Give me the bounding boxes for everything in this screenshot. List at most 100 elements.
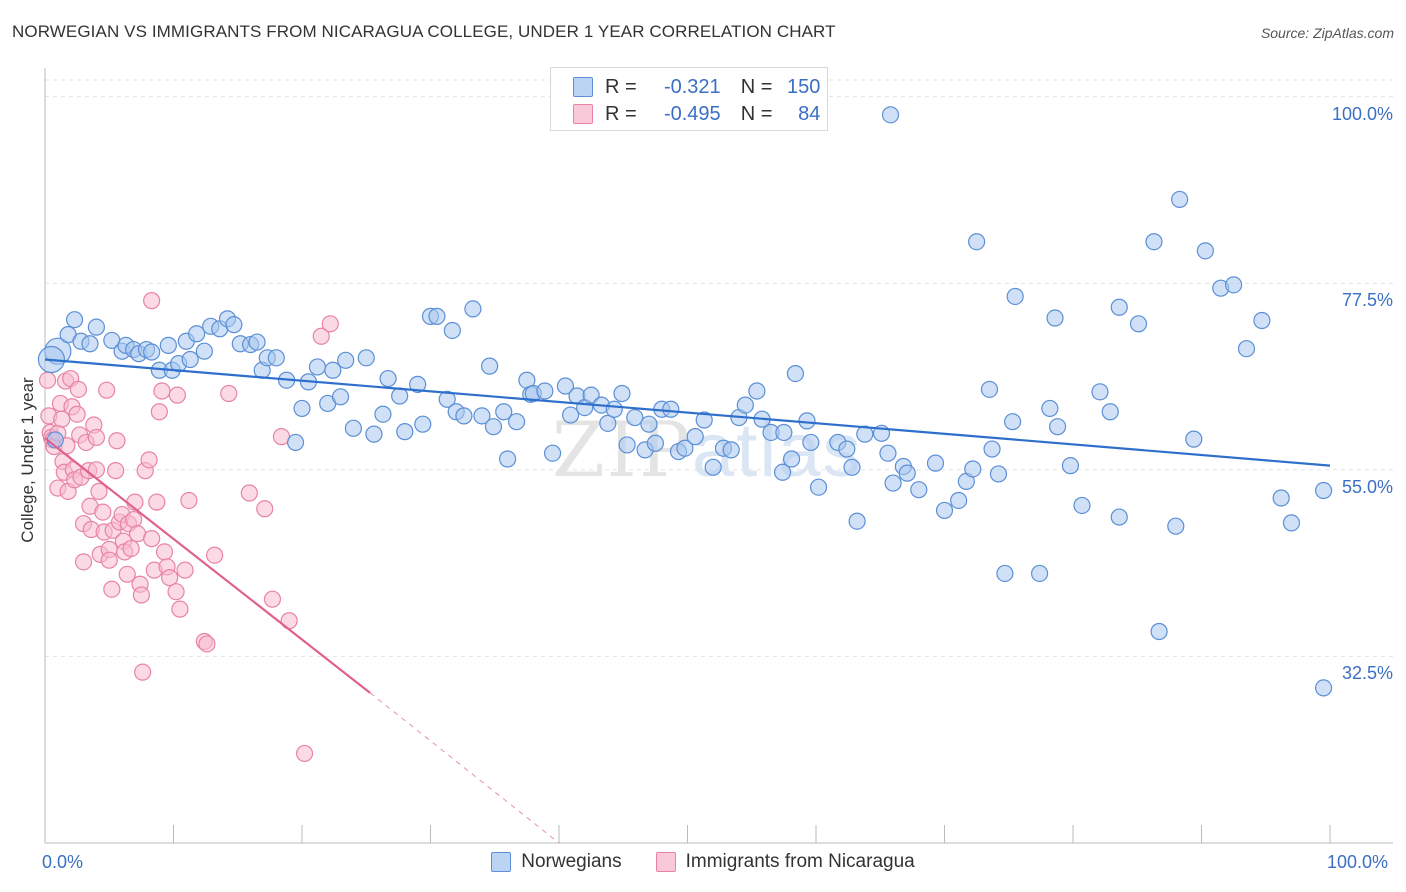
- norwegian-point: [1030, 564, 1049, 583]
- norwegian-point: [695, 411, 713, 429]
- norwegian-point: [983, 440, 1001, 458]
- norwegian-point: [802, 433, 820, 452]
- nicaragua-point: [143, 292, 161, 310]
- series-norwegians-points: [37, 106, 1333, 697]
- norwegian-point: [748, 382, 766, 400]
- norwegian-point: [159, 336, 177, 354]
- nicaragua-point: [118, 565, 136, 583]
- legend-n-label: N =: [740, 75, 773, 98]
- nicaragua-point: [122, 539, 140, 558]
- norwegian-point: [443, 321, 461, 340]
- nicaragua-point: [180, 491, 198, 510]
- norwegian-point: [396, 423, 414, 441]
- nicaragua-point: [87, 428, 106, 447]
- legend-n-value: 150: [787, 75, 821, 98]
- y-axis-label: College, Under 1 year: [18, 377, 37, 543]
- norwegian-point: [662, 400, 680, 418]
- norwegian-point: [798, 412, 816, 430]
- norwegian-point: [1150, 622, 1168, 641]
- nicaragua-point: [69, 380, 88, 398]
- legend-r-value: -0.321: [663, 75, 721, 98]
- norwegian-point: [543, 444, 562, 462]
- norwegian-point: [195, 342, 213, 360]
- norwegian-point: [582, 386, 600, 404]
- nicaragua-point: [198, 635, 216, 653]
- norwegian-point: [1314, 679, 1333, 697]
- nicaragua-point: [94, 503, 112, 521]
- norwegian-point: [499, 450, 517, 468]
- norwegian-point: [379, 369, 397, 388]
- norwegian-point: [344, 419, 362, 437]
- series-label-norwegians: Norwegians: [521, 851, 622, 872]
- chart-source: Source: ZipAtlas.com: [1260, 25, 1394, 41]
- norwegian-point: [536, 382, 554, 400]
- nicaragua-point: [167, 583, 185, 601]
- nicaragua-point: [108, 432, 126, 450]
- norwegian-point: [605, 400, 623, 418]
- norwegian-point: [980, 380, 999, 398]
- series-swatch-norwegians: [491, 852, 512, 872]
- norwegian-point: [1272, 489, 1290, 507]
- y-tick-label: 77.5%: [1341, 290, 1393, 311]
- norwegian-point: [736, 396, 754, 414]
- legend-r-label: R =: [605, 75, 637, 98]
- nicaragua-point: [256, 500, 274, 518]
- norwegian-point: [626, 408, 644, 427]
- nicaragua-point: [295, 744, 314, 763]
- norwegian-point: [1225, 276, 1243, 294]
- norwegian-point: [613, 384, 631, 403]
- norwegian-point: [1041, 399, 1059, 418]
- y-tick-label: 55.0%: [1341, 476, 1393, 497]
- norwegian-point: [968, 233, 986, 251]
- norwegian-point: [1091, 383, 1109, 401]
- norwegian-point: [324, 361, 342, 379]
- legend-r-label: R =: [605, 102, 637, 125]
- nicaragua-point: [321, 315, 339, 333]
- nicaragua-point: [107, 462, 125, 480]
- y-tick-label: 32.5%: [1341, 663, 1393, 684]
- axes: [44, 68, 1393, 844]
- nicaragua-point: [168, 386, 186, 404]
- legend-n-label: N =: [740, 102, 773, 125]
- trend-line-nicaragua-extension: [369, 692, 560, 844]
- series-swatch-nicaragua: [655, 852, 676, 872]
- norwegian-point: [308, 358, 327, 376]
- norwegian-point: [495, 403, 513, 421]
- norwegian-point: [81, 335, 99, 353]
- trend-line-norwegians: [44, 358, 1331, 467]
- norwegian-point: [1253, 311, 1271, 330]
- norwegian-point: [1237, 340, 1256, 358]
- nicaragua-point: [132, 586, 150, 604]
- norwegian-point: [848, 512, 866, 530]
- nicaragua-point: [161, 569, 179, 587]
- correlation-legend: R = -0.321 N = 150 R = -0.495 N = 84: [550, 67, 828, 131]
- norwegian-point: [143, 343, 161, 361]
- nicaragua-point: [74, 553, 93, 571]
- norwegian-point: [686, 428, 704, 446]
- norwegian-point: [996, 564, 1014, 583]
- norwegian-point: [414, 415, 432, 433]
- norwegian-point: [926, 454, 945, 472]
- norwegian-point: [1171, 190, 1189, 209]
- norwegian-point: [481, 357, 499, 375]
- watermark: ZIPatlas: [552, 405, 863, 494]
- nicaragua-point: [240, 484, 258, 502]
- series-legend-nicaragua[interactable]: Immigrants from Nicaragua: [655, 851, 915, 873]
- norwegian-point: [286, 433, 305, 452]
- y-tick-label: 100.0%: [1331, 103, 1393, 124]
- norwegian-point: [331, 388, 350, 406]
- norwegian-point: [1061, 457, 1080, 475]
- norwegian-point: [409, 375, 427, 393]
- norwegian-point: [1101, 403, 1119, 421]
- norwegian-point: [1110, 508, 1128, 526]
- norwegian-point: [225, 316, 243, 334]
- nicaragua-point: [263, 590, 282, 608]
- norwegian-point: [964, 460, 982, 478]
- norwegian-point: [618, 436, 636, 454]
- norwegian-point: [507, 413, 526, 431]
- series-legend-norwegians[interactable]: Norwegians: [491, 851, 622, 873]
- norwegian-point: [1046, 309, 1064, 327]
- trend-lines: [44, 358, 1331, 844]
- nicaragua-point: [98, 381, 116, 399]
- nicaragua-point: [153, 382, 171, 400]
